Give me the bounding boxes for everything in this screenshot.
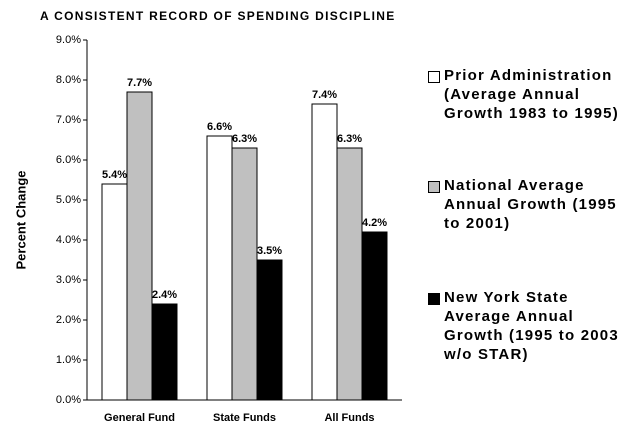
x-tick-label: General Fund (104, 412, 175, 424)
y-tick-label: 2.0% (56, 314, 81, 326)
bar (206, 135, 233, 401)
y-tick-label: 1.0% (56, 354, 81, 366)
x-tick-label: State Funds (213, 412, 276, 424)
bar (151, 303, 178, 401)
legend-label: New York State Average Annual Growth (19… (444, 289, 619, 363)
legend-entry: Prior Administration (Average Annual Gro… (428, 66, 633, 123)
legend-entry: New York State Average Annual Growth (19… (428, 288, 633, 364)
value-label: 4.2% (362, 217, 387, 229)
value-label: 2.4% (152, 289, 177, 301)
value-label: 7.7% (127, 77, 152, 89)
y-tick-label: 4.0% (56, 234, 81, 246)
value-label: 3.5% (257, 245, 282, 257)
bar (361, 231, 388, 401)
bar (231, 147, 258, 401)
bar (336, 147, 363, 401)
y-tick-label: 6.0% (56, 154, 81, 166)
value-label: 6.3% (232, 133, 257, 145)
y-tick-label: 9.0% (56, 34, 81, 46)
legend-swatch (428, 71, 440, 83)
bar (311, 103, 338, 401)
legend-swatch (428, 293, 440, 305)
x-tick-label: All Funds (324, 412, 374, 424)
y-tick-label: 0.0% (56, 394, 81, 406)
value-label: 6.6% (207, 121, 232, 133)
value-label: 7.4% (312, 89, 337, 101)
bar (126, 91, 153, 401)
y-tick-label: 7.0% (56, 114, 81, 126)
bar (101, 183, 128, 401)
y-tick-label: 5.0% (56, 194, 81, 206)
legend-label: National Average Annual Growth (1995 to … (444, 177, 617, 232)
bar (256, 259, 283, 401)
legend-entry: National Average Annual Growth (1995 to … (428, 176, 633, 233)
y-axis-label: Percent Change (13, 171, 28, 270)
y-tick-label: 3.0% (56, 274, 81, 286)
value-label: 5.4% (102, 169, 127, 181)
y-tick-label: 8.0% (56, 74, 81, 86)
value-label: 6.3% (337, 133, 362, 145)
chart-title: A CONSISTENT RECORD OF SPENDING DISCIPLI… (40, 9, 396, 23)
legend-swatch (428, 181, 440, 193)
legend-label: Prior Administration (Average Annual Gro… (444, 67, 619, 122)
